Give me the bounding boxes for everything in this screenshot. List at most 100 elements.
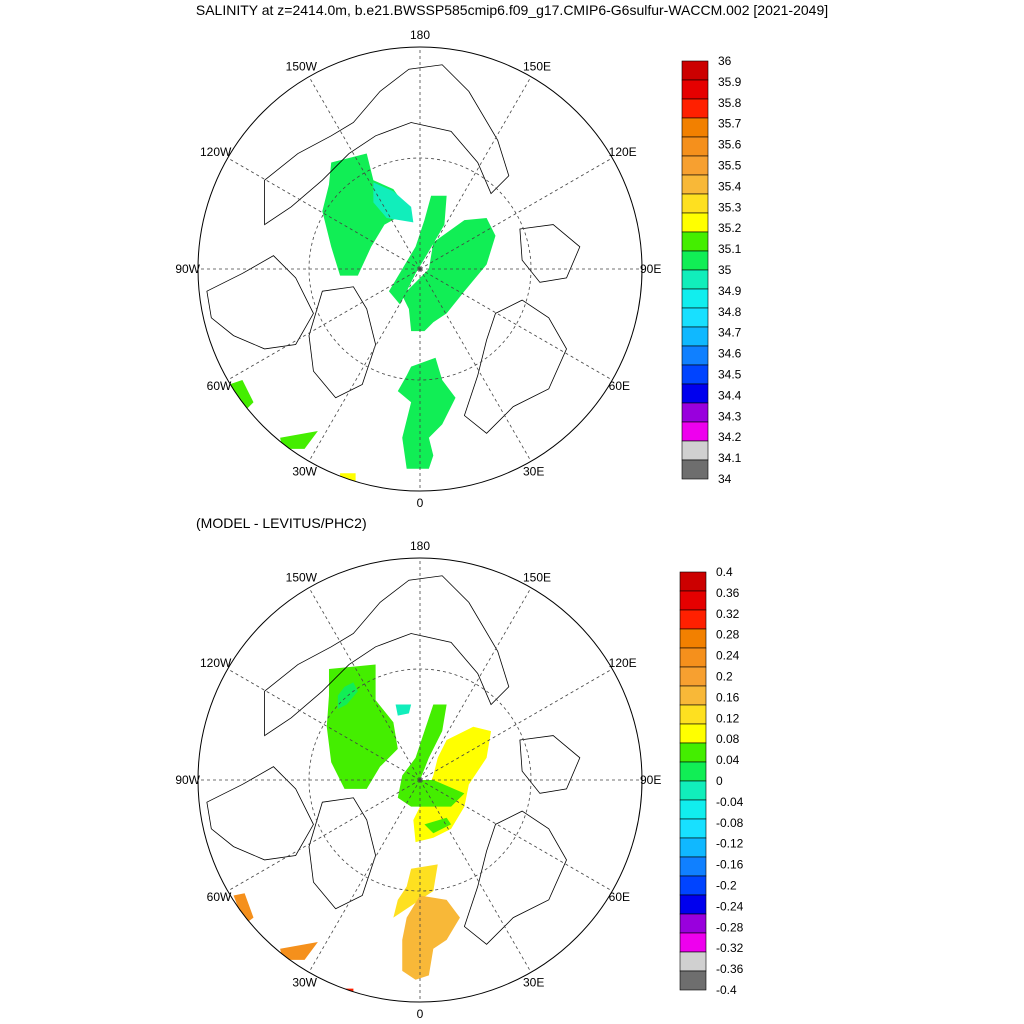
colorbar-tick-label: -0.4 bbox=[716, 983, 737, 997]
colorbar-tick-label: 35.5 bbox=[718, 159, 742, 173]
colorbar-tick-label: -0.04 bbox=[716, 795, 744, 809]
colorbar-tick-label: -0.12 bbox=[716, 837, 744, 851]
longitude-label: 90E bbox=[640, 262, 661, 276]
colorbar-tick-label: 35.3 bbox=[718, 200, 742, 214]
chart-title: SALINITY at z=2414.0m, b.e21.BWSSP585cmi… bbox=[195, 2, 829, 18]
colorbar-swatch bbox=[681, 383, 709, 404]
data-region-9 bbox=[233, 893, 254, 925]
colorbar-swatch bbox=[679, 856, 707, 877]
colorbar-swatch bbox=[679, 837, 707, 858]
colorbar-swatch bbox=[681, 307, 709, 328]
colorbar-swatch bbox=[681, 459, 709, 480]
meridian-line bbox=[419, 76, 532, 270]
colorbar-swatch bbox=[681, 326, 709, 347]
longitude-label: 60W bbox=[207, 379, 232, 393]
colorbar-tick-label: 34.2 bbox=[718, 430, 742, 444]
colorbar-swatch bbox=[679, 609, 707, 630]
meridian-line bbox=[308, 779, 421, 973]
colorbar-swatch bbox=[679, 761, 707, 782]
colorbar-tick-label: 34.1 bbox=[718, 451, 742, 465]
colorbar-swatch bbox=[679, 628, 707, 649]
meridian-line bbox=[227, 668, 421, 781]
data-region-7 bbox=[280, 431, 318, 449]
data-region-3 bbox=[395, 704, 412, 716]
data-region-4 bbox=[388, 195, 447, 305]
colorbar-tick-label: -0.36 bbox=[716, 962, 744, 976]
colorbar-swatch bbox=[681, 193, 709, 214]
colorbar-swatch bbox=[681, 421, 709, 442]
polar-map-panel-2: 180 150E 120E 90E 60E 30E 0 30W 60W 90W 120W 150W 0.… bbox=[175, 539, 743, 1021]
colorbar-swatch bbox=[681, 288, 709, 309]
colorbar-tick-label: 34.4 bbox=[718, 388, 742, 402]
colorbar-tick-label: 0.28 bbox=[716, 628, 740, 642]
longitude-label: 30W bbox=[292, 976, 317, 990]
longitude-label: 90E bbox=[640, 773, 661, 787]
difference-subtitle: (MODEL - LEVITUS/PHC2) bbox=[196, 515, 367, 531]
longitude-label: 0 bbox=[417, 496, 424, 510]
map-boundary bbox=[197, 557, 643, 1003]
colorbar-tick-label: 35.1 bbox=[718, 242, 742, 256]
colorbar-tick-label: -0.2 bbox=[716, 879, 737, 893]
colorbar-tick-label: 0.12 bbox=[716, 711, 740, 725]
longitude-label: 150E bbox=[523, 59, 551, 73]
colorbar-tick-label: 36 bbox=[718, 54, 732, 68]
colorbar-swatch bbox=[679, 590, 707, 611]
longitude-label: 30E bbox=[523, 976, 544, 990]
coastline-4 bbox=[463, 299, 567, 434]
longitude-label: 120E bbox=[609, 656, 637, 670]
map-boundary bbox=[197, 46, 643, 492]
colorbar-swatch bbox=[679, 875, 707, 896]
colorbar-tick-label: 35.4 bbox=[718, 179, 742, 193]
coastline-2 bbox=[206, 766, 314, 861]
colorbar-swatch bbox=[679, 571, 707, 592]
colorbar-tick-label: -0.28 bbox=[716, 920, 744, 934]
data-region-6 bbox=[229, 380, 254, 412]
colorbar-swatch bbox=[679, 894, 707, 915]
longitude-label: 60E bbox=[609, 379, 630, 393]
longitude-label: 60W bbox=[207, 890, 232, 904]
colorbar-swatch bbox=[679, 932, 707, 953]
colorbar-tick-label: 0.16 bbox=[716, 690, 740, 704]
colorbar-swatch bbox=[681, 212, 709, 233]
colorbar-swatch bbox=[681, 174, 709, 195]
colorbar-tick-label: 34.8 bbox=[718, 305, 742, 319]
coastline-5 bbox=[519, 735, 581, 794]
data-region-7 bbox=[393, 864, 438, 918]
data-region-5 bbox=[397, 704, 465, 807]
data-region-8 bbox=[402, 895, 460, 980]
colorbar-tick-label: 35 bbox=[718, 263, 732, 277]
colorbar-swatch bbox=[681, 136, 709, 157]
longitude-label: 180 bbox=[410, 539, 430, 553]
colorbar-swatch bbox=[679, 780, 707, 801]
colorbar-tick-label: -0.16 bbox=[716, 858, 744, 872]
data-region-10 bbox=[280, 942, 318, 960]
data-region-4 bbox=[413, 726, 492, 843]
colorbar-tick-label: 35.8 bbox=[718, 96, 742, 110]
colorbar-swatch bbox=[679, 818, 707, 839]
colorbar-tick-label: 35.6 bbox=[718, 138, 742, 152]
colorbar-swatch bbox=[679, 913, 707, 934]
longitude-label: 120E bbox=[609, 145, 637, 159]
longitude-label: 0 bbox=[417, 1007, 424, 1021]
longitude-label: 60E bbox=[609, 890, 630, 904]
colorbar-tick-label: -0.08 bbox=[716, 816, 744, 830]
colorbar-swatch bbox=[679, 723, 707, 744]
coastline-1 bbox=[264, 64, 510, 226]
colorbar-swatch bbox=[679, 685, 707, 706]
longitude-label: 90W bbox=[175, 773, 200, 787]
data-region-1 bbox=[326, 664, 398, 789]
colorbar-swatch bbox=[681, 269, 709, 290]
colorbar-tick-label: 0.36 bbox=[716, 586, 740, 600]
coastline-3 bbox=[308, 286, 377, 399]
colorbar-swatch bbox=[681, 117, 709, 138]
colorbar-tick-label: 35.7 bbox=[718, 117, 742, 131]
colorbar-tick-label: 34.6 bbox=[718, 347, 742, 361]
data-region-8 bbox=[340, 473, 356, 487]
longitude-label: 150W bbox=[286, 570, 318, 584]
colorbar-swatch bbox=[679, 799, 707, 820]
colorbar-tick-label: 0.32 bbox=[716, 607, 740, 621]
meridian-line bbox=[419, 268, 613, 381]
longitude-label: 30E bbox=[523, 465, 544, 479]
longitude-label: 90W bbox=[175, 262, 200, 276]
colorbar-swatch bbox=[681, 231, 709, 252]
